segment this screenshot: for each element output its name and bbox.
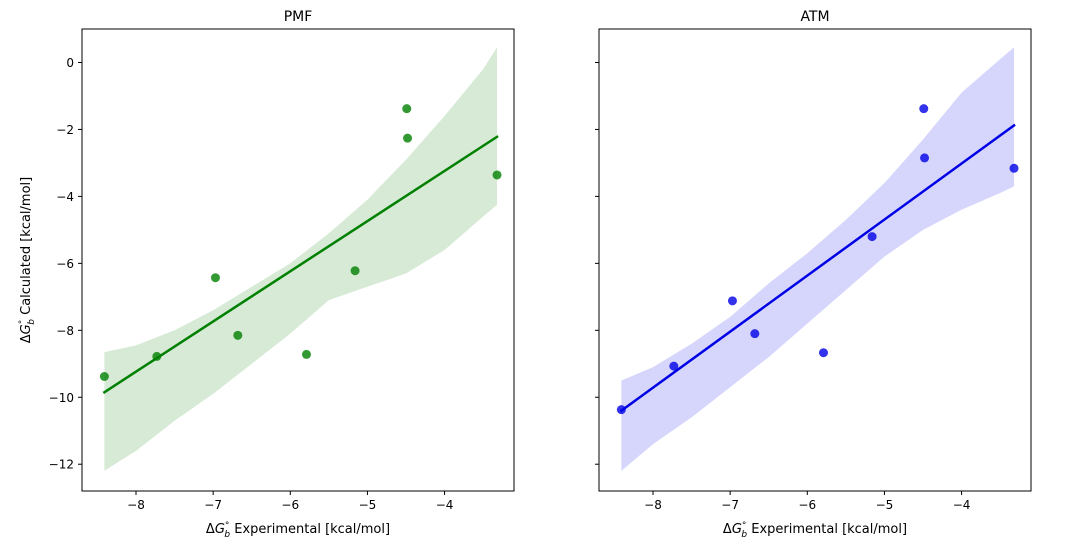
atm-x-axis-label: ΔG° b Experimental [kcal/mol] xyxy=(723,521,907,540)
atm-xtick-label: −6 xyxy=(798,498,816,512)
pmf-ytick-label: −2 xyxy=(56,123,74,137)
atm-data-point-6 xyxy=(867,232,877,242)
pmf-ytick-label: 0 xyxy=(66,56,74,70)
atm-data-point-8 xyxy=(920,153,930,163)
atm-panel: −8 −7 −6 −5 −4 ATM ΔG° b Experimental [kcal/mol… xyxy=(595,9,1032,540)
pmf-chart-title: PMF xyxy=(284,9,313,25)
pmf-xtick-label: −5 xyxy=(359,498,377,512)
pmf-regression-line xyxy=(102,135,499,394)
atm-data-point-7 xyxy=(919,104,929,114)
pmf-x-axis-label: ΔG° b Experimental [kcal/mol] xyxy=(206,521,390,540)
pmf-ytick-label: −4 xyxy=(56,190,74,204)
pmf-xtick-label: −6 xyxy=(281,498,299,512)
pmf-ytick-label: −6 xyxy=(56,257,74,271)
atm-xtick-label: −7 xyxy=(721,498,739,512)
atm-data-point-9 xyxy=(1009,163,1019,173)
pmf-data-point-4 xyxy=(233,330,243,340)
pmf-data-point-6 xyxy=(350,266,360,276)
pmf-data-point-7 xyxy=(402,104,412,114)
atm-data-point-5 xyxy=(818,348,828,358)
pmf-ytick-label: −12 xyxy=(49,458,74,472)
atm-confidence-band xyxy=(621,47,1015,471)
atm-data-point-1 xyxy=(616,405,626,415)
pmf-data-point-2 xyxy=(152,351,162,361)
pmf-xtick-label: −7 xyxy=(204,498,222,512)
pmf-xtick-label: −8 xyxy=(127,498,145,512)
atm-xtick-label: −5 xyxy=(876,498,894,512)
pmf-data-point-9 xyxy=(492,170,502,180)
pmf-data-point-3 xyxy=(210,273,220,283)
atm-axes-frame xyxy=(598,28,1032,492)
pmf-ytick-label: −10 xyxy=(49,391,74,405)
atm-regression-line xyxy=(619,123,1016,413)
atm-data-point-4 xyxy=(750,329,760,339)
atm-data-point-2 xyxy=(669,361,679,371)
pmf-data-point-8 xyxy=(403,133,413,143)
atm-data-point-3 xyxy=(727,296,737,306)
atm-chart-title: ATM xyxy=(800,9,829,25)
pmf-confidence-band xyxy=(104,47,498,471)
pmf-data-point-1 xyxy=(99,372,109,382)
pmf-panel: −8 −7 −6 −5 −4 0 −2 −4 −6 −8 −10 −12 PMF ΔG° b Experim… xyxy=(18,9,515,540)
pmf-data-point-5 xyxy=(301,349,311,359)
atm-xtick-label: −4 xyxy=(953,498,971,512)
pmf-xtick-label: −4 xyxy=(436,498,454,512)
pmf-y-axis-label: ΔG°b Calculated [kcal/mol] xyxy=(18,177,37,343)
atm-xtick-label: −8 xyxy=(644,498,662,512)
pmf-axes-frame xyxy=(81,28,515,492)
pmf-ytick-label: −8 xyxy=(56,324,74,338)
